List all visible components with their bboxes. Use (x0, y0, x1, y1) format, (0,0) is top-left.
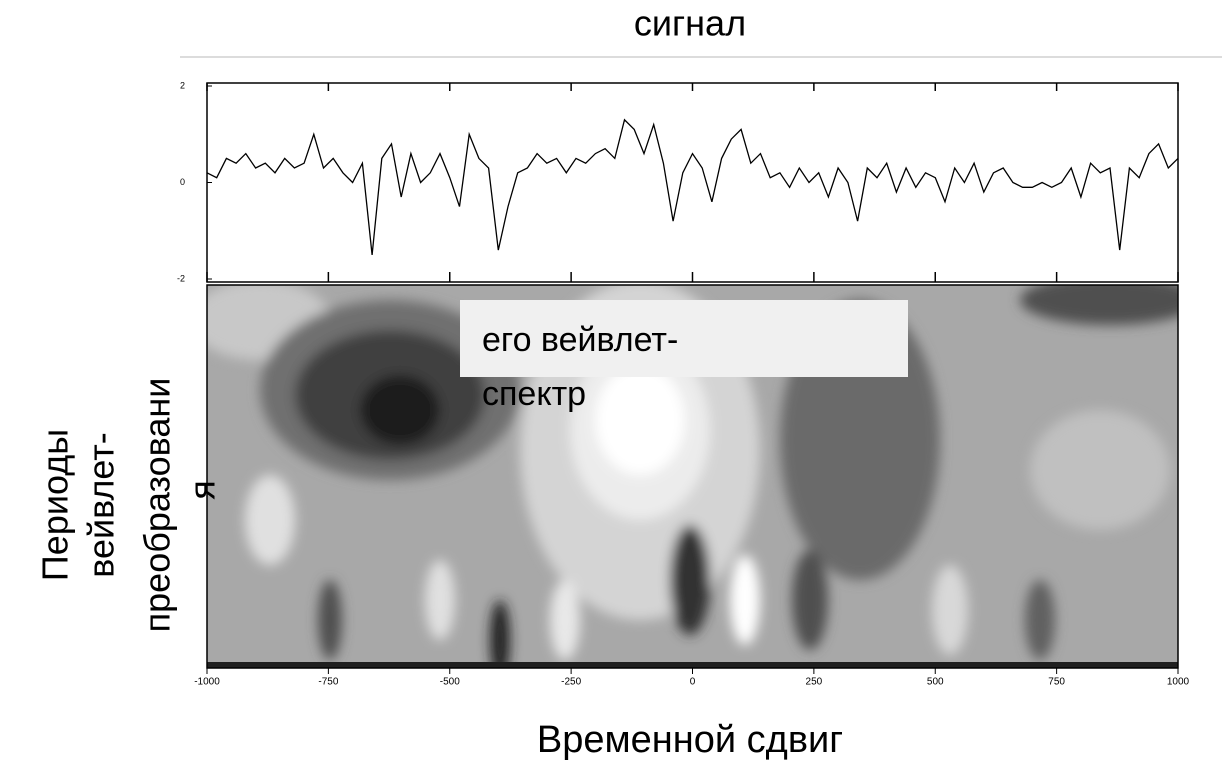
x-tick-label: -750 (318, 677, 338, 688)
x-tick-label: 750 (1048, 677, 1065, 688)
x-tick-label: -1000 (194, 677, 220, 688)
x-tick-label: 0 (690, 677, 696, 688)
x-tick-label: 250 (806, 677, 823, 688)
annotation-box (460, 300, 908, 377)
y-axis-title-line: вейвлет- (81, 432, 122, 577)
y-tick-label: 2 (180, 80, 185, 90)
y-axis-title-line: преобразовани (137, 378, 178, 633)
title: сигнал (634, 3, 746, 44)
y-tick-label: -2 (177, 273, 185, 283)
annotation: его вейвлет- (482, 321, 678, 359)
wavelet-spectrum (207, 285, 1178, 668)
y-tick-label: 0 (180, 177, 185, 187)
y-axis-title-line: Периоды (35, 429, 76, 581)
x-tick-label: -250 (561, 677, 581, 688)
x-tick-label: -500 (440, 677, 460, 688)
x-tick-label: 1000 (1167, 677, 1190, 688)
annotation: спектр (482, 375, 586, 413)
x-axis-title: Временной сдвиг (537, 719, 843, 761)
y-axis-title-line: я (182, 480, 223, 500)
y-axis-title: Периоды вейвлет- преобразовани я (35, 378, 223, 633)
signal-line (206, 118, 1179, 255)
x-tick-label: 500 (927, 677, 944, 688)
